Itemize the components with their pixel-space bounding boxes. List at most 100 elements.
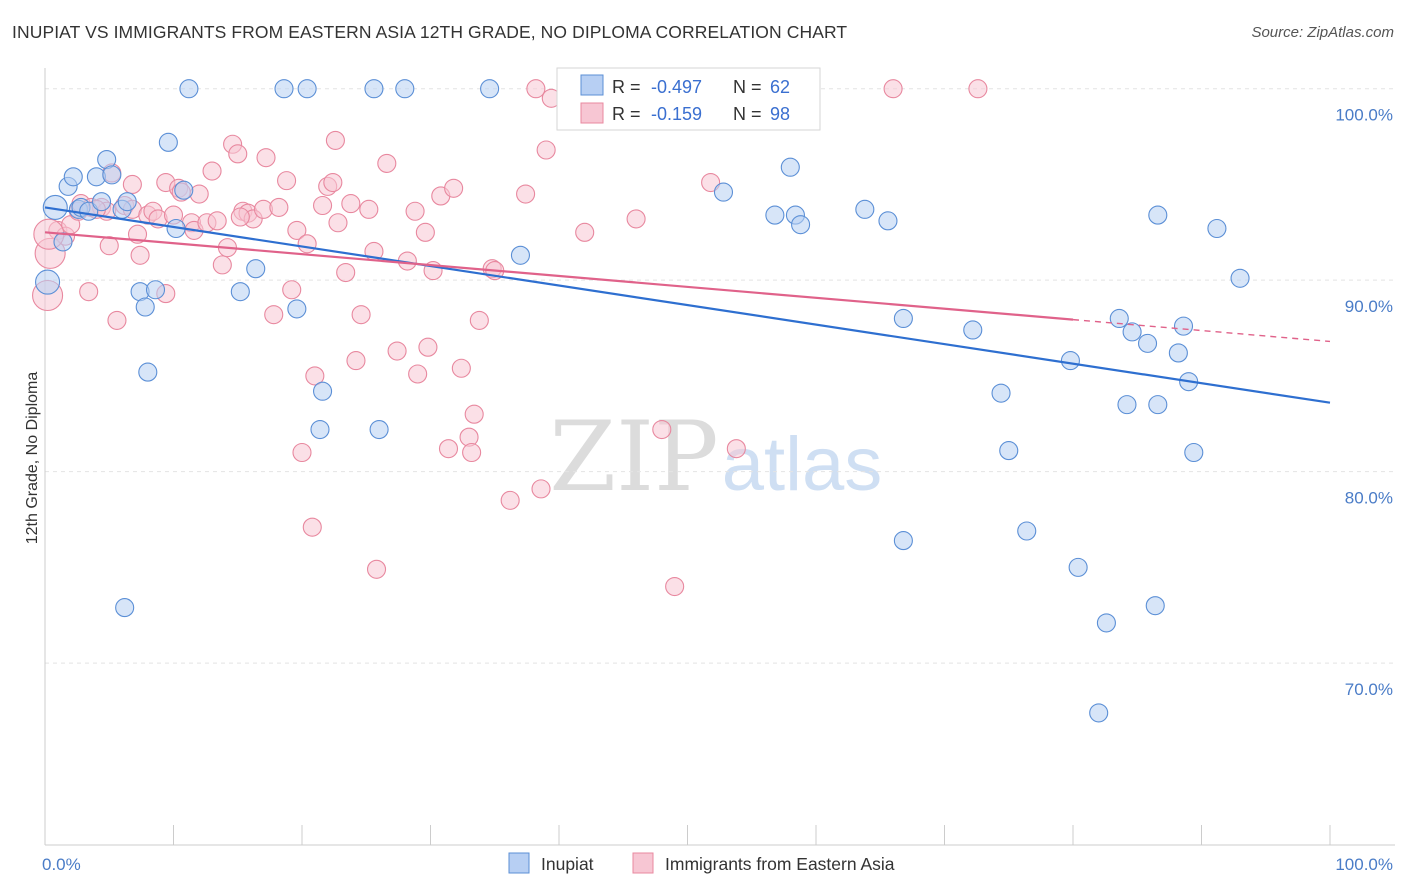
immigrants-point (359, 199, 379, 219)
inupiat-point (1117, 395, 1137, 415)
inupiat-point (878, 211, 898, 231)
inupiat-point (1096, 613, 1116, 633)
y-tick-label: 90.0% (1345, 297, 1393, 316)
immigrants-point (325, 130, 345, 150)
immigrants-point (701, 172, 721, 193)
immigrants-point (297, 234, 317, 254)
immigrants-point (264, 305, 284, 325)
inupiat-point (1145, 596, 1165, 616)
legend-r-label-2: R = (612, 104, 641, 124)
immigrants-point (531, 479, 551, 499)
immigrants-point (107, 310, 127, 330)
immigrants-point (328, 213, 348, 233)
immigrants-point (516, 184, 536, 204)
inupiat-point (35, 269, 61, 295)
stats-legend: R = -0.497 N = 62 R = -0.159 N = 98 (556, 67, 821, 131)
immigrants-point (652, 419, 672, 440)
inupiat-point (1173, 316, 1194, 336)
inupiat-point (297, 79, 317, 99)
series-inupiat-points (35, 79, 1250, 723)
immigrants-point (130, 245, 150, 265)
immigrants-trend-line-extension (1072, 318, 1331, 343)
inupiat-point (1168, 343, 1188, 363)
inupiat-point (115, 598, 135, 618)
inupiat-point (395, 79, 415, 99)
inupiat-point (364, 79, 384, 99)
inupiat-point (480, 79, 500, 99)
legend-r-label-1: R = (612, 77, 641, 97)
immigrants-point (575, 222, 595, 242)
watermark-atlas: atlas (722, 422, 883, 507)
immigrants-point (79, 282, 99, 302)
inupiat-point (369, 419, 389, 440)
legend-r-value-1: -0.497 (651, 77, 702, 97)
immigrants-point (405, 201, 425, 221)
immigrants-point (230, 207, 250, 227)
y-axis-label: 12th Grade, No Diploma (24, 372, 41, 545)
inupiat-point (117, 192, 137, 212)
immigrants-point (377, 153, 397, 173)
immigrants-point (277, 171, 297, 191)
immigrants-point (464, 404, 484, 424)
immigrants-point (99, 236, 119, 256)
legend-swatch-inupiat (580, 74, 604, 96)
y-tick-label: 100.0% (1335, 106, 1393, 125)
legend-r-value-2: -0.159 (651, 104, 702, 124)
immigrants-point (212, 255, 232, 275)
immigrants-point (122, 174, 142, 195)
bottom-legend-swatch-immigrants (632, 852, 654, 874)
immigrants-point (366, 559, 387, 579)
x-tick-label: 100.0% (1335, 855, 1393, 874)
inupiat-point (135, 297, 155, 317)
immigrants-point (228, 144, 248, 164)
inupiat-point (991, 383, 1011, 403)
immigrants-trend-line (44, 231, 1074, 321)
immigrants-point (269, 197, 289, 217)
series-immigrants-points (32, 79, 988, 597)
immigrants-point (323, 172, 343, 193)
immigrants-point (469, 310, 489, 330)
inupiat-point (855, 199, 875, 219)
immigrants-point (408, 364, 428, 384)
immigrants-point (462, 442, 482, 463)
inupiat-point (145, 280, 166, 300)
inupiat-point (1060, 351, 1080, 371)
x-tick-labels: 0.0% 100.0% (42, 855, 1393, 874)
inupiat-point (1122, 322, 1142, 342)
inupiat-point (780, 157, 800, 177)
y-tick-label: 80.0% (1345, 489, 1393, 508)
inupiat-point (1109, 308, 1129, 329)
inupiat-point (893, 531, 913, 551)
inupiat-point (102, 165, 122, 185)
inupiat-point (274, 79, 294, 99)
immigrants-point (341, 194, 361, 214)
inupiat-point (53, 232, 73, 252)
inupiat-point (174, 180, 194, 200)
bottom-legend-inupiat: Inupiat (541, 854, 594, 874)
inupiat-point (313, 381, 333, 401)
inupiat-point (42, 194, 68, 220)
inupiat-point (765, 205, 785, 225)
inupiat-trend-line (44, 206, 1331, 404)
legend-n-value-2: 98 (770, 104, 790, 124)
y-tick-labels: 100.0% 90.0% 80.0% 70.0% (1335, 106, 1393, 699)
inupiat-point (138, 362, 158, 382)
inupiat-point (1230, 268, 1250, 288)
inupiat-point (999, 441, 1019, 461)
watermark: ZIP atlas (549, 401, 882, 513)
inupiat-point (791, 215, 811, 235)
legend-n-label-2: N = (733, 104, 762, 124)
axes (44, 68, 1395, 846)
immigrants-point (313, 195, 333, 216)
legend-n-label-1: N = (733, 77, 762, 97)
watermark-zip: ZIP (549, 401, 718, 513)
immigrants-point (665, 576, 685, 597)
immigrants-point (207, 211, 227, 231)
immigrants-point (726, 439, 746, 459)
immigrants-point (292, 442, 312, 463)
immigrants-point (305, 366, 325, 386)
inupiat-point (310, 419, 330, 440)
immigrants-point (387, 341, 407, 361)
immigrants-point (282, 280, 302, 300)
immigrants-point (438, 439, 459, 459)
